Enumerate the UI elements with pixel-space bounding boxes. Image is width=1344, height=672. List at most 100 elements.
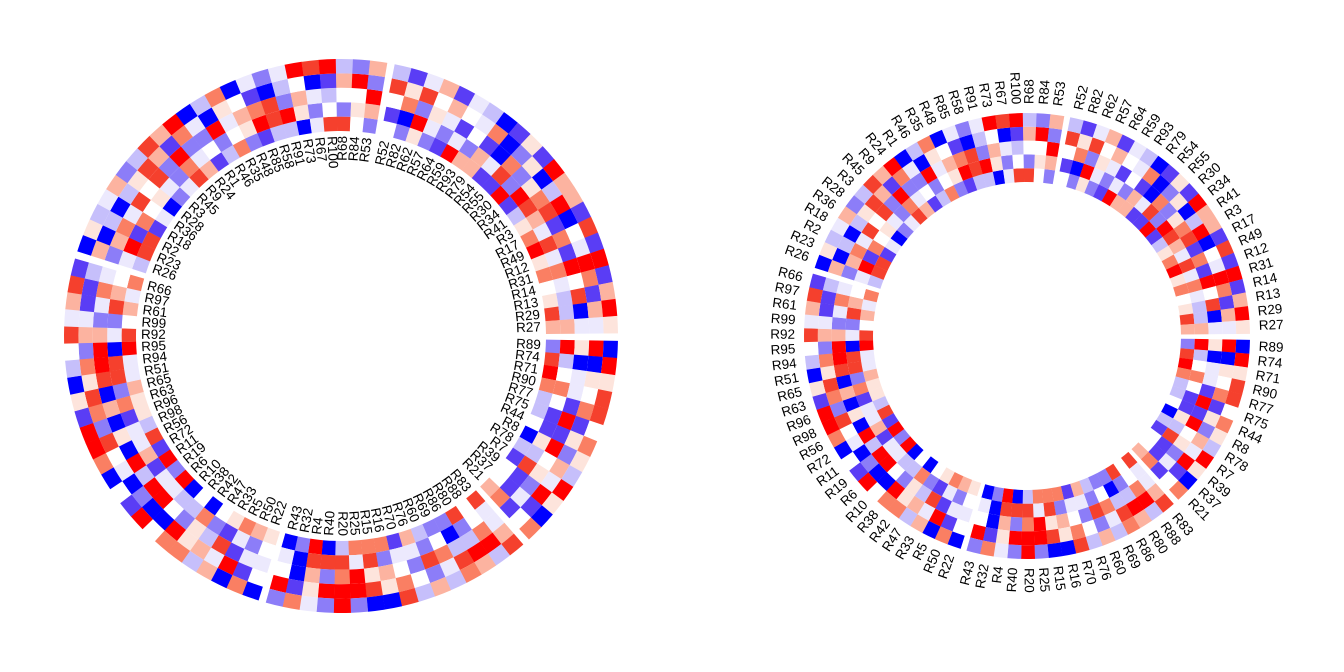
heatmap-cell bbox=[64, 309, 80, 327]
heatmap-cell bbox=[1097, 527, 1116, 546]
heatmap-cell bbox=[1221, 320, 1237, 335]
heatmap-cell bbox=[1088, 502, 1105, 520]
heatmap-cell bbox=[1023, 154, 1035, 169]
heatmap-cell bbox=[1081, 519, 1099, 537]
heatmap-cell bbox=[499, 133, 521, 156]
heatmap-cell bbox=[96, 225, 116, 246]
heatmap-cell bbox=[113, 460, 135, 482]
heatmap-cell bbox=[1003, 168, 1015, 184]
heatmap-cell bbox=[1173, 409, 1191, 426]
heatmap-cell bbox=[1032, 489, 1044, 504]
heatmap-cell bbox=[543, 159, 565, 182]
heatmap-cell bbox=[466, 490, 486, 510]
heatmap-cell bbox=[562, 397, 581, 417]
heatmap-cell bbox=[819, 241, 838, 260]
heatmap-cell bbox=[1098, 497, 1116, 516]
heatmap-cell bbox=[995, 529, 1010, 545]
heatmap-cell bbox=[251, 114, 271, 134]
row-label: R91 bbox=[961, 84, 981, 112]
heatmap-cell bbox=[1177, 357, 1194, 371]
heatmap-cell bbox=[123, 237, 143, 257]
heatmap-cell bbox=[804, 314, 819, 329]
heatmap-cell bbox=[1183, 442, 1203, 461]
heatmap-cell bbox=[832, 304, 848, 319]
heatmap-cell bbox=[444, 505, 464, 526]
heatmap-cell bbox=[1084, 180, 1100, 197]
heatmap-cell bbox=[1008, 530, 1022, 546]
heatmap-cell bbox=[821, 417, 840, 436]
heatmap-cell bbox=[1235, 339, 1250, 354]
heatmap-cell bbox=[1162, 228, 1181, 246]
heatmap-cell bbox=[1044, 155, 1058, 171]
heatmap-cell bbox=[556, 290, 573, 307]
heatmap-cell bbox=[410, 524, 429, 543]
heatmap-cell bbox=[427, 105, 448, 125]
heatmap-cell bbox=[1093, 485, 1110, 503]
heatmap-cell bbox=[368, 60, 388, 78]
heatmap-cell bbox=[970, 524, 986, 541]
heatmap-cell bbox=[1229, 278, 1246, 296]
heatmap-cell bbox=[924, 490, 942, 509]
heatmap-cell bbox=[498, 195, 519, 216]
row-label: R14 bbox=[510, 283, 538, 303]
heatmap-cell bbox=[305, 552, 322, 569]
heatmap-cell bbox=[489, 487, 511, 508]
heatmap-cell bbox=[83, 219, 103, 241]
heatmap-cell bbox=[273, 561, 292, 579]
heatmap-cell bbox=[423, 72, 445, 93]
heatmap-cell bbox=[544, 438, 565, 459]
row-label: R73 bbox=[300, 138, 319, 165]
heatmap-cell bbox=[478, 135, 500, 157]
heatmap-cell bbox=[491, 165, 512, 186]
heatmap-cell bbox=[1023, 140, 1036, 155]
heatmap-cell bbox=[425, 563, 446, 584]
heatmap-cell bbox=[598, 281, 616, 301]
heatmap-cell bbox=[812, 392, 830, 410]
row-label: R27 bbox=[1258, 317, 1283, 333]
heatmap-cell bbox=[499, 497, 521, 519]
heatmap-sector-4: R26R23R2R18R36R28R3R45R9R24R1R46R35R48R8… bbox=[77, 59, 388, 283]
heatmap-cell bbox=[1209, 227, 1229, 247]
heatmap-cell bbox=[211, 535, 232, 556]
heatmap-cell bbox=[1114, 165, 1133, 183]
heatmap-cell bbox=[545, 215, 566, 236]
heatmap-sector-5: R52R82R62R57R64R59R93R79R54R55R30R34R41R… bbox=[1056, 84, 1284, 335]
heatmap-cell bbox=[349, 568, 366, 585]
heatmap-cell bbox=[1079, 477, 1094, 494]
heatmap-cell bbox=[1186, 278, 1203, 294]
heatmap-cell bbox=[600, 356, 618, 376]
heatmap-cell bbox=[577, 435, 598, 458]
heatmap-cell bbox=[195, 559, 218, 581]
heatmap-cell bbox=[452, 517, 472, 538]
heatmap-cell bbox=[362, 552, 379, 569]
row-label: R4 bbox=[989, 565, 1006, 584]
heatmap-cell bbox=[1046, 141, 1060, 157]
heatmap-cell bbox=[138, 445, 159, 466]
row-label: R25 bbox=[346, 510, 363, 536]
heatmap-cell bbox=[93, 356, 110, 374]
heatmap-cell bbox=[968, 160, 983, 178]
heatmap-cell bbox=[542, 293, 559, 309]
heatmap-cell bbox=[1155, 435, 1173, 454]
heatmap-cell bbox=[1128, 140, 1148, 160]
row-label: R67 bbox=[312, 136, 330, 162]
heatmap-cell bbox=[906, 443, 924, 461]
heatmap-cell bbox=[224, 542, 245, 562]
heatmap-cell bbox=[256, 82, 276, 102]
heatmap-cell bbox=[290, 90, 308, 108]
heatmap-cell bbox=[102, 210, 123, 232]
heatmap-cell bbox=[232, 106, 253, 126]
heatmap-cell bbox=[831, 316, 847, 330]
heatmap-cell bbox=[1133, 509, 1152, 529]
row-label: R63 bbox=[148, 381, 176, 403]
heatmap-cell bbox=[126, 379, 144, 396]
row-label: R73 bbox=[976, 82, 995, 109]
heatmap-cell bbox=[1011, 140, 1024, 155]
heatmap-cell bbox=[439, 557, 461, 578]
heatmap-cell bbox=[1194, 338, 1209, 351]
heatmap-cell bbox=[1076, 133, 1093, 151]
heatmap-cell bbox=[1150, 419, 1168, 437]
heatmap-cell bbox=[1120, 468, 1138, 487]
heatmap-cell bbox=[1202, 286, 1219, 301]
heatmap-cell bbox=[941, 124, 960, 143]
